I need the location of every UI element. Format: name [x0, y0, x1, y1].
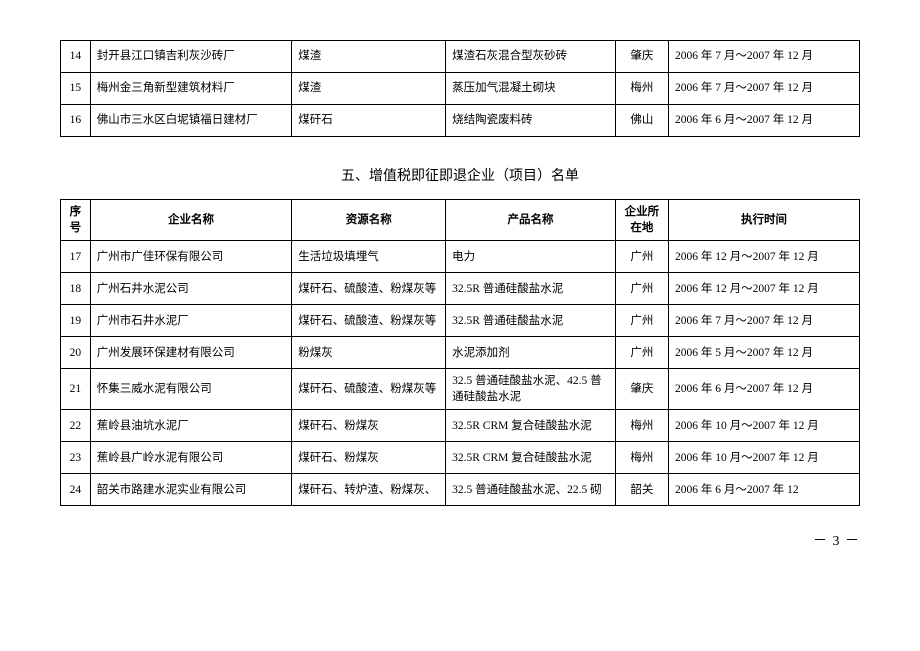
cell-res: 煤矸石、粉煤灰	[292, 410, 446, 442]
cell-prod: 32.5R 普通硅酸盐水泥	[446, 305, 616, 337]
cell-name: 封开县江口镇吉利灰沙砖厂	[90, 41, 292, 73]
cell-time: 2006 年 6 月～2007 年 12 月	[668, 369, 859, 410]
cell-idx: 19	[61, 305, 91, 337]
table-row: 24 韶关市路建水泥实业有限公司 煤矸石、转炉渣、粉煤灰、 32.5 普通硅酸盐…	[61, 474, 860, 506]
cell-res: 煤渣	[292, 73, 446, 105]
cell-idx: 24	[61, 474, 91, 506]
cell-name: 广州石井水泥公司	[90, 273, 292, 305]
cell-prod: 电力	[446, 241, 616, 273]
cell-prod: 32.5 普通硅酸盐水泥、22.5 砌	[446, 474, 616, 506]
cell-prod: 水泥添加剂	[446, 337, 616, 369]
cell-time: 2006 年 6 月～2007 年 12	[668, 474, 859, 506]
cell-res: 生活垃圾填埋气	[292, 241, 446, 273]
table-row: 16 佛山市三水区白坭镇福日建材厂 煤矸石 烧结陶瓷废料砖 佛山 2006 年 …	[61, 105, 860, 137]
section-title: 五、增值税即征即退企业（项目）名单	[60, 165, 860, 185]
cell-loc: 佛山	[615, 105, 668, 137]
cell-loc: 肇庆	[615, 369, 668, 410]
cell-name: 蕉岭县广岭水泥有限公司	[90, 442, 292, 474]
cell-prod: 32.5R CRM 复合硅酸盐水泥	[446, 410, 616, 442]
cell-res: 煤矸石、粉煤灰	[292, 442, 446, 474]
table-upper-body: 14 封开县江口镇吉利灰沙砖厂 煤渣 煤渣石灰混合型灰砂砖 肇庆 2006 年 …	[61, 41, 860, 137]
cell-prod: 32.5R 普通硅酸盐水泥	[446, 273, 616, 305]
header-prod: 产品名称	[446, 200, 616, 241]
cell-res: 煤渣	[292, 41, 446, 73]
cell-idx: 17	[61, 241, 91, 273]
cell-name: 梅州金三角新型建筑材料厂	[90, 73, 292, 105]
cell-idx: 23	[61, 442, 91, 474]
cell-prod: 32.5 普通硅酸盐水泥、42.5 普通硅酸盐水泥	[446, 369, 616, 410]
table-row: 17 广州市广佳环保有限公司 生活垃圾填埋气 电力 广州 2006 年 12 月…	[61, 241, 860, 273]
cell-idx: 14	[61, 41, 91, 73]
cell-loc: 广州	[615, 241, 668, 273]
cell-loc: 肇庆	[615, 41, 668, 73]
table-row: 19 广州市石井水泥厂 煤矸石、硫酸渣、粉煤灰等 32.5R 普通硅酸盐水泥 广…	[61, 305, 860, 337]
header-name: 企业名称	[90, 200, 292, 241]
cell-time: 2006 年 7 月～2007 年 12 月	[668, 41, 859, 73]
cell-time: 2006 年 5 月～2007 年 12 月	[668, 337, 859, 369]
table-row: 18 广州石井水泥公司 煤矸石、硫酸渣、粉煤灰等 32.5R 普通硅酸盐水泥 广…	[61, 273, 860, 305]
cell-name: 广州发展环保建材有限公司	[90, 337, 292, 369]
cell-idx: 16	[61, 105, 91, 137]
cell-res: 煤矸石、硫酸渣、粉煤灰等	[292, 273, 446, 305]
page-number: － 3 －	[60, 530, 860, 550]
header-time: 执行时间	[668, 200, 859, 241]
cell-idx: 21	[61, 369, 91, 410]
cell-prod: 煤渣石灰混合型灰砂砖	[446, 41, 616, 73]
cell-time: 2006 年 10 月～2007 年 12 月	[668, 410, 859, 442]
table-lower-body: 17 广州市广佳环保有限公司 生活垃圾填埋气 电力 广州 2006 年 12 月…	[61, 241, 860, 506]
cell-name: 怀集三威水泥有限公司	[90, 369, 292, 410]
cell-idx: 22	[61, 410, 91, 442]
cell-name: 佛山市三水区白坭镇福日建材厂	[90, 105, 292, 137]
cell-loc: 梅州	[615, 442, 668, 474]
cell-name: 广州市石井水泥厂	[90, 305, 292, 337]
cell-time: 2006 年 12 月～2007 年 12 月	[668, 273, 859, 305]
cell-prod: 烧结陶瓷废料砖	[446, 105, 616, 137]
table-row: 15 梅州金三角新型建筑材料厂 煤渣 蒸压加气混凝土砌块 梅州 2006 年 7…	[61, 73, 860, 105]
cell-idx: 20	[61, 337, 91, 369]
cell-time: 2006 年 7 月～2007 年 12 月	[668, 305, 859, 337]
cell-idx: 18	[61, 273, 91, 305]
cell-idx: 15	[61, 73, 91, 105]
cell-res: 煤矸石、转炉渣、粉煤灰、	[292, 474, 446, 506]
cell-prod: 蒸压加气混凝土砌块	[446, 73, 616, 105]
cell-res: 粉煤灰	[292, 337, 446, 369]
cell-loc: 广州	[615, 337, 668, 369]
table-lower: 序号 企业名称 资源名称 产品名称 企业所在地 执行时间 17 广州市广佳环保有…	[60, 199, 860, 506]
cell-res: 煤矸石、硫酸渣、粉煤灰等	[292, 369, 446, 410]
table-upper: 14 封开县江口镇吉利灰沙砖厂 煤渣 煤渣石灰混合型灰砂砖 肇庆 2006 年 …	[60, 40, 860, 137]
header-idx: 序号	[61, 200, 91, 241]
table-row: 21 怀集三威水泥有限公司 煤矸石、硫酸渣、粉煤灰等 32.5 普通硅酸盐水泥、…	[61, 369, 860, 410]
table-row: 14 封开县江口镇吉利灰沙砖厂 煤渣 煤渣石灰混合型灰砂砖 肇庆 2006 年 …	[61, 41, 860, 73]
cell-time: 2006 年 6 月～2007 年 12 月	[668, 105, 859, 137]
cell-prod: 32.5R CRM 复合硅酸盐水泥	[446, 442, 616, 474]
cell-loc: 韶关	[615, 474, 668, 506]
table-row: 22 蕉岭县油坑水泥厂 煤矸石、粉煤灰 32.5R CRM 复合硅酸盐水泥 梅州…	[61, 410, 860, 442]
cell-time: 2006 年 7 月～2007 年 12 月	[668, 73, 859, 105]
cell-loc: 梅州	[615, 73, 668, 105]
cell-res: 煤矸石	[292, 105, 446, 137]
header-res: 资源名称	[292, 200, 446, 241]
cell-loc: 广州	[615, 305, 668, 337]
cell-name: 韶关市路建水泥实业有限公司	[90, 474, 292, 506]
cell-res: 煤矸石、硫酸渣、粉煤灰等	[292, 305, 446, 337]
header-loc: 企业所在地	[615, 200, 668, 241]
cell-time: 2006 年 12 月～2007 年 12 月	[668, 241, 859, 273]
table-row: 20 广州发展环保建材有限公司 粉煤灰 水泥添加剂 广州 2006 年 5 月～…	[61, 337, 860, 369]
table-header-row: 序号 企业名称 资源名称 产品名称 企业所在地 执行时间	[61, 200, 860, 241]
table-row: 23 蕉岭县广岭水泥有限公司 煤矸石、粉煤灰 32.5R CRM 复合硅酸盐水泥…	[61, 442, 860, 474]
cell-name: 蕉岭县油坑水泥厂	[90, 410, 292, 442]
cell-loc: 梅州	[615, 410, 668, 442]
cell-loc: 广州	[615, 273, 668, 305]
cell-name: 广州市广佳环保有限公司	[90, 241, 292, 273]
cell-time: 2006 年 10 月～2007 年 12 月	[668, 442, 859, 474]
